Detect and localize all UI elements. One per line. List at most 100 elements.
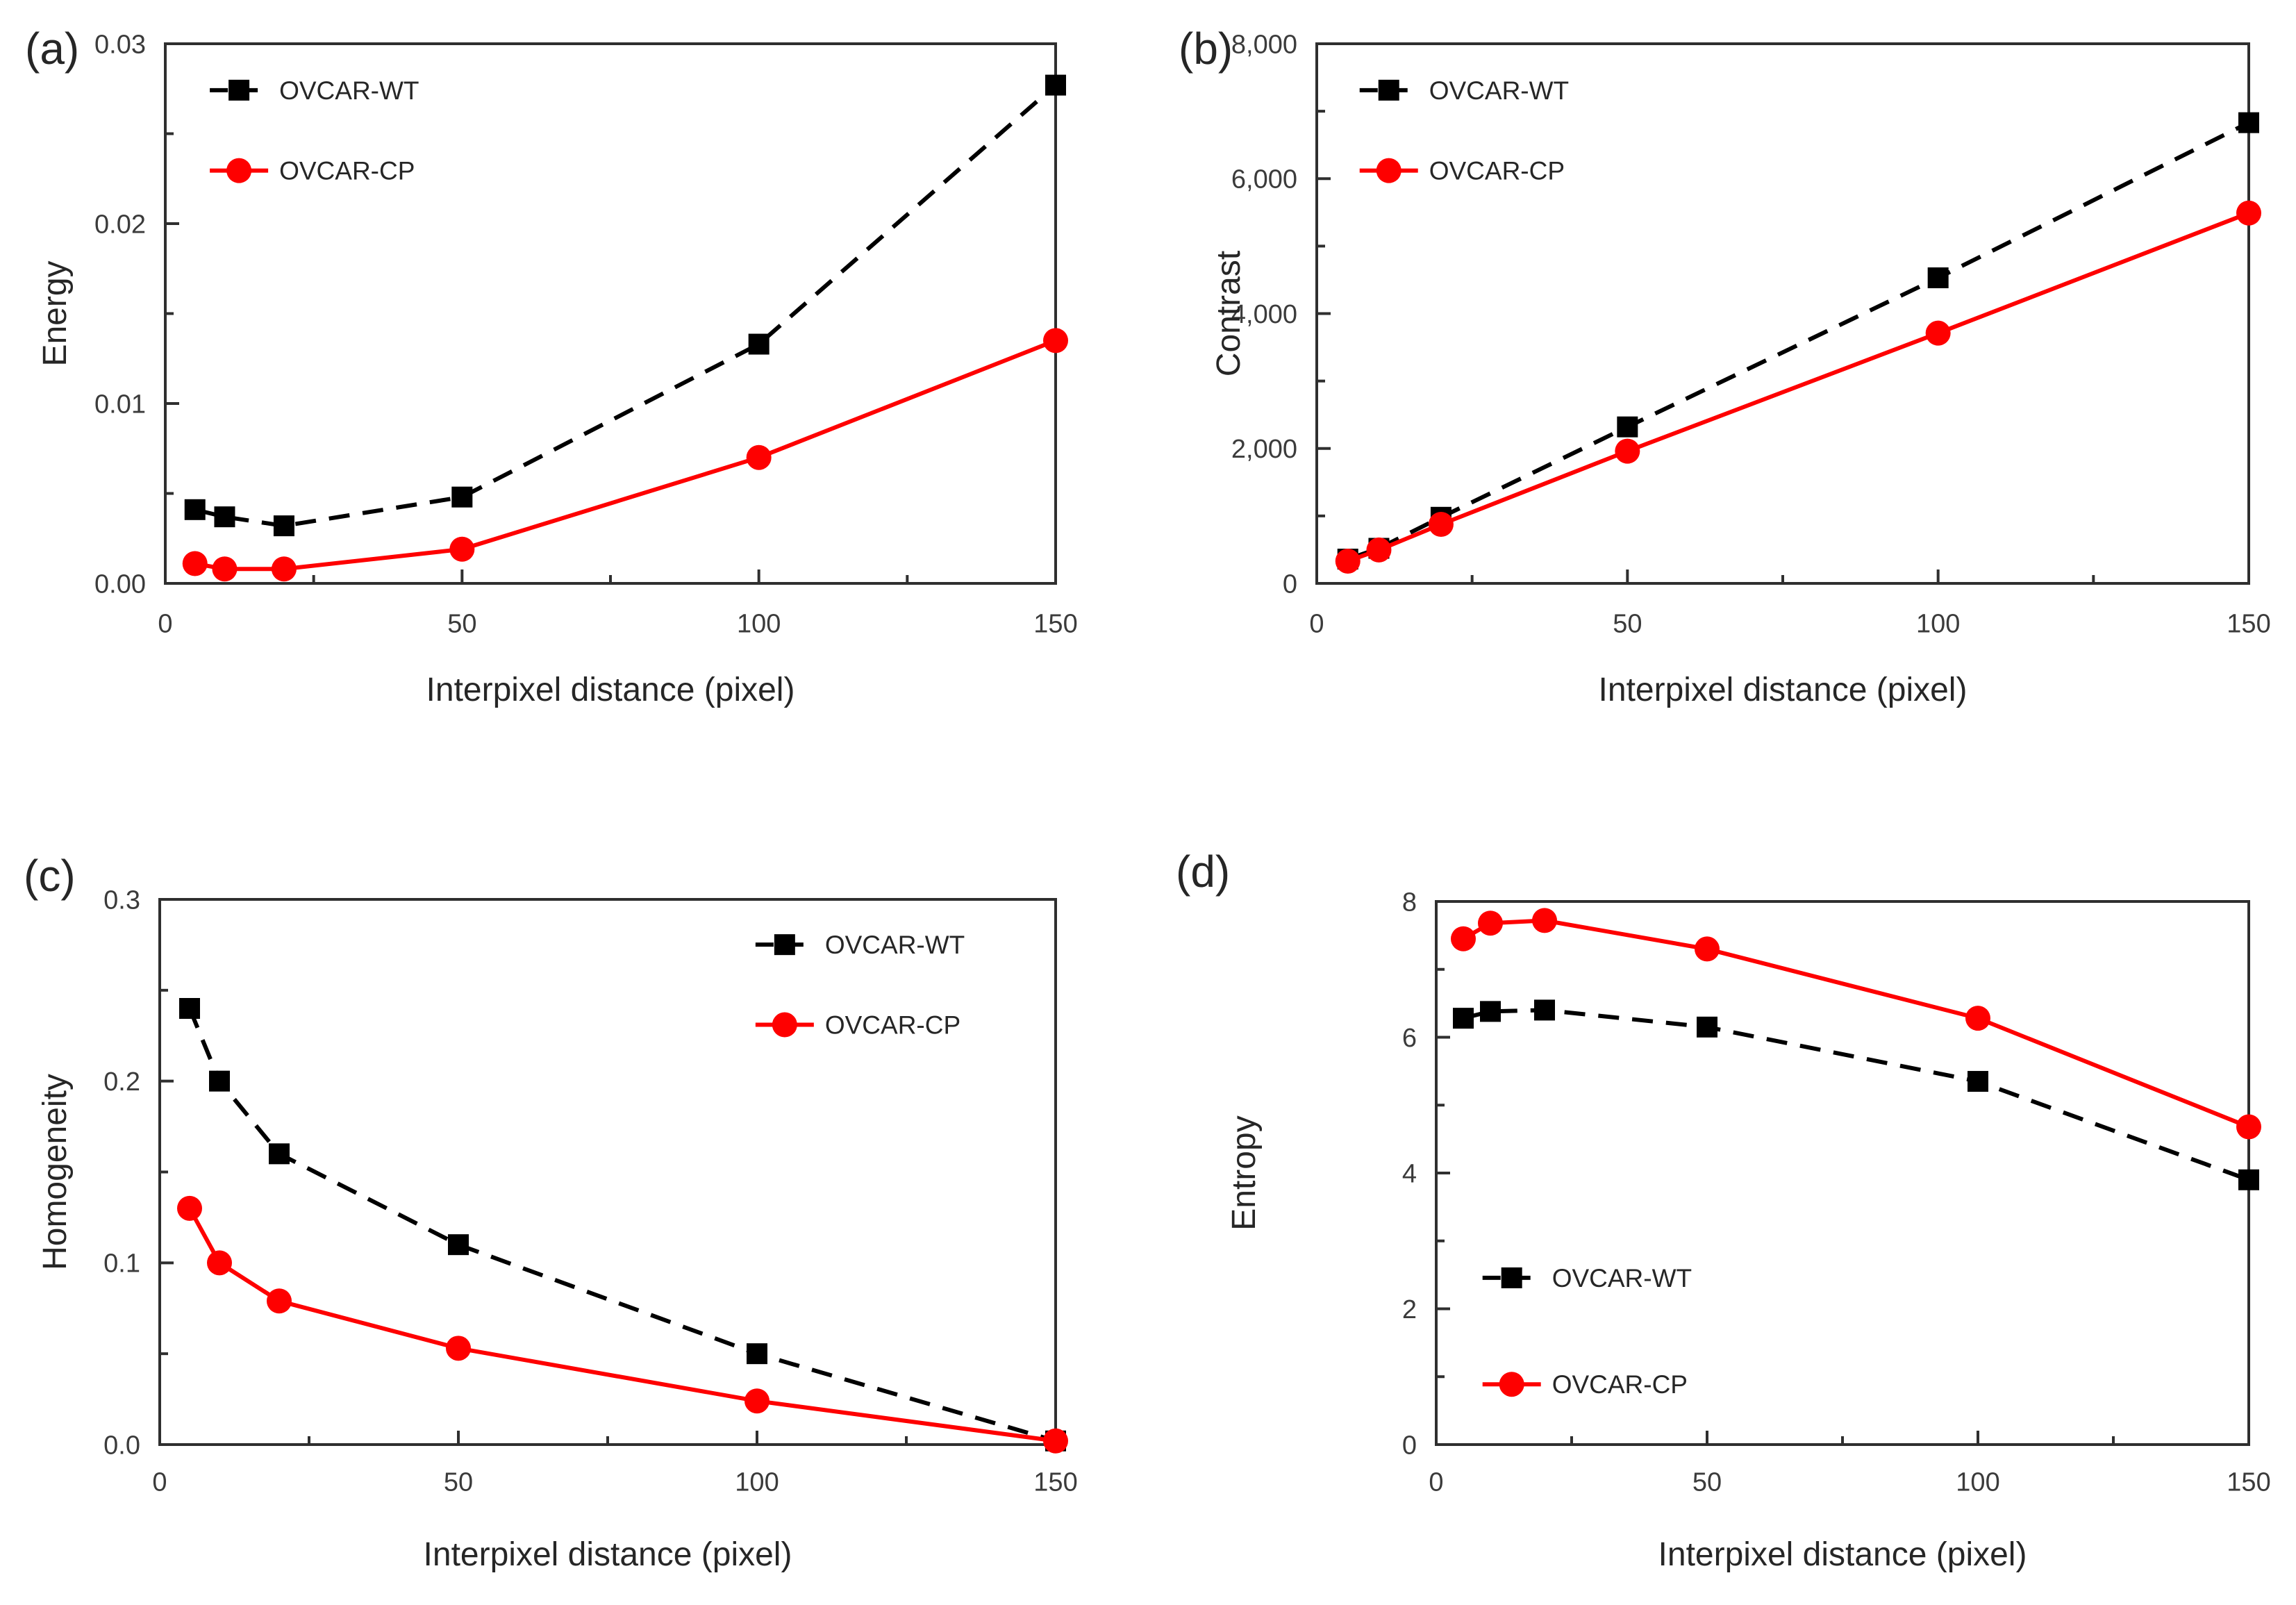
x-axis-tick-label: 0: [1429, 1467, 1443, 1497]
data-point-square-ovcar-wt: [214, 506, 235, 528]
series-line-ovcar-wt: [1347, 120, 2250, 561]
panel-a-energy: 0 50 100 150 0.00 0.01 0.02 0.03 OVCAR-WT OVCAR-C…: [0, 0, 1148, 803]
data-point-circle-ovcar-cp: [1695, 936, 1720, 962]
legend-label-ovcar-wt: OVCAR-WT: [279, 76, 419, 105]
data-point-square-ovcar-wt: [273, 515, 294, 537]
data-point-square-ovcar-wt: [1453, 1008, 1474, 1029]
panel-b-contrast: 0 50 100 150 0 2,000 4,000 6,000 8,000 OVCAR-WT OV…: [1148, 0, 2296, 803]
legend-marker-circle: [1499, 1372, 1524, 1397]
series-line-ovcar-cp: [194, 338, 1057, 572]
x-axis-tick-label: 150: [1033, 609, 1077, 638]
chart-a: 0 50 100 150 0.00 0.01 0.02 0.03 OVCAR-WT OVCAR-C…: [25, 24, 1078, 708]
y-axis-title: Energy: [37, 260, 74, 366]
x-axis-tick-label: 100: [737, 609, 781, 638]
legend-label-ovcar-cp: OVCAR-CP: [825, 1011, 960, 1040]
data-point-square-ovcar-wt: [179, 998, 200, 1019]
panel-letter: (a): [25, 24, 79, 74]
data-point-circle-ovcar-cp: [2236, 1114, 2261, 1140]
x-axis-tick-label: 0: [152, 1467, 167, 1497]
y-axis-tick-label: 6,000: [1231, 165, 1297, 194]
y-axis-tick-label: 0.03: [94, 30, 146, 59]
data-point-circle-ovcar-cp: [182, 551, 208, 576]
y-axis-tick-label: 0: [1402, 1431, 1417, 1460]
x-axis-title: Interpixel distance (pixel): [426, 672, 795, 708]
data-point-circle-ovcar-cp: [1478, 910, 1503, 936]
legend-label-ovcar-wt: OVCAR-WT: [1552, 1264, 1692, 1292]
panel-letter: (c): [24, 851, 76, 901]
data-point-circle-ovcar-cp: [1366, 537, 1392, 563]
y-axis-tick-label: 0.02: [94, 210, 146, 239]
legend-marker-square: [228, 79, 250, 101]
legend-marker-square: [1501, 1267, 1522, 1288]
data-point-square-ovcar-wt: [184, 499, 206, 520]
y-axis-title: Homogeneity: [37, 1074, 74, 1270]
data-point-circle-ovcar-cp: [1043, 1428, 1068, 1454]
data-point-circle-ovcar-cp: [1043, 328, 1068, 354]
data-point-circle-ovcar-cp: [212, 556, 238, 582]
data-point-circle-ovcar-cp: [746, 444, 772, 470]
legend-marker-circle: [772, 1012, 797, 1038]
y-axis-title: Entropy: [1226, 1115, 1263, 1230]
y-axis-tick-label: 0.1: [103, 1249, 140, 1279]
data-point-circle-ovcar-cp: [1925, 320, 1951, 346]
legend-label-ovcar-wt: OVCAR-WT: [825, 931, 965, 959]
data-point-square-ovcar-wt: [1927, 267, 1949, 289]
y-axis-tick-label: 6: [1402, 1024, 1417, 1053]
legend-marker-circle: [1376, 158, 1401, 183]
x-axis-tick-label: 50: [1613, 609, 1642, 638]
x-axis-tick-label: 150: [2227, 609, 2270, 638]
panel-c-homogeneity: 0 50 100 150 0.0 0.1 0.2 0.3 OVCAR-WT OVCAR-CP (c)…: [0, 802, 1148, 1605]
data-point-square-ovcar-wt: [269, 1143, 290, 1165]
data-point-square-ovcar-wt: [747, 1343, 767, 1365]
y-axis-tick-label: 0: [1283, 569, 1297, 599]
data-point-square-ovcar-wt: [1968, 1071, 1988, 1092]
data-point-square-ovcar-wt: [2238, 1169, 2259, 1190]
legend-marker-circle: [226, 158, 252, 183]
data-point-circle-ovcar-cp: [1615, 438, 1640, 464]
legend-label-ovcar-cp: OVCAR-CP: [1552, 1370, 1688, 1399]
legend-label-ovcar-cp: OVCAR-CP: [1429, 157, 1565, 185]
data-point-circle-ovcar-cp: [1451, 926, 1476, 951]
data-point-square-ovcar-wt: [451, 486, 473, 508]
x-axis-tick-label: 50: [1692, 1467, 1722, 1497]
data-point-circle-ovcar-cp: [267, 1288, 292, 1314]
data-point-square-ovcar-wt: [1045, 74, 1066, 96]
data-point-square-ovcar-wt: [1617, 416, 1638, 438]
y-axis-tick-label: 4: [1402, 1159, 1417, 1188]
series-line-ovcar-cp: [1347, 210, 2250, 563]
series-line-ovcar-wt: [194, 83, 1057, 529]
x-axis-tick-label: 100: [1956, 1467, 1999, 1497]
y-axis-tick-label: 2,000: [1231, 435, 1297, 464]
series-line-ovcar-wt: [1463, 1008, 2250, 1182]
x-axis-title: Interpixel distance (pixel): [1658, 1536, 2027, 1573]
legend-label-ovcar-wt: OVCAR-WT: [1429, 76, 1569, 105]
data-point-square-ovcar-wt: [2238, 112, 2259, 133]
x-axis-tick-label: 150: [1033, 1467, 1077, 1497]
data-point-circle-ovcar-cp: [271, 556, 297, 582]
y-axis-tick-label: 8,000: [1231, 30, 1297, 59]
y-axis-tick-label: 2: [1402, 1295, 1417, 1324]
y-axis-title: Contrast: [1211, 251, 1247, 376]
y-axis-tick-label: 0.01: [94, 390, 146, 419]
panel-letter: (b): [1179, 24, 1233, 74]
legend-label-ovcar-cp: OVCAR-CP: [279, 157, 415, 185]
data-point-circle-ovcar-cp: [2236, 200, 2261, 226]
data-point-square-ovcar-wt: [1480, 1001, 1501, 1022]
data-point-circle-ovcar-cp: [1532, 908, 1557, 933]
data-point-square-ovcar-wt: [1534, 999, 1555, 1021]
data-point-square-ovcar-wt: [448, 1234, 469, 1256]
data-point-circle-ovcar-cp: [1965, 1006, 1990, 1031]
x-axis-tick-label: 100: [735, 1467, 779, 1497]
x-axis-tick-label: 0: [1309, 609, 1324, 638]
y-axis-tick-label: 0.0: [103, 1431, 140, 1460]
y-axis-tick-label: 4,000: [1231, 300, 1297, 329]
data-point-circle-ovcar-cp: [449, 536, 475, 562]
y-axis-tick-label: 8: [1402, 888, 1417, 917]
y-axis-tick-label: 0.2: [103, 1067, 140, 1097]
series-line-ovcar-cp: [1462, 918, 2250, 1129]
legend-marker-square: [1378, 79, 1399, 101]
x-axis-tick-label: 150: [2227, 1467, 2270, 1497]
y-axis-tick-label: 0.00: [94, 569, 146, 599]
data-point-circle-ovcar-cp: [177, 1195, 202, 1221]
panel-letter: (d): [1176, 847, 1230, 897]
